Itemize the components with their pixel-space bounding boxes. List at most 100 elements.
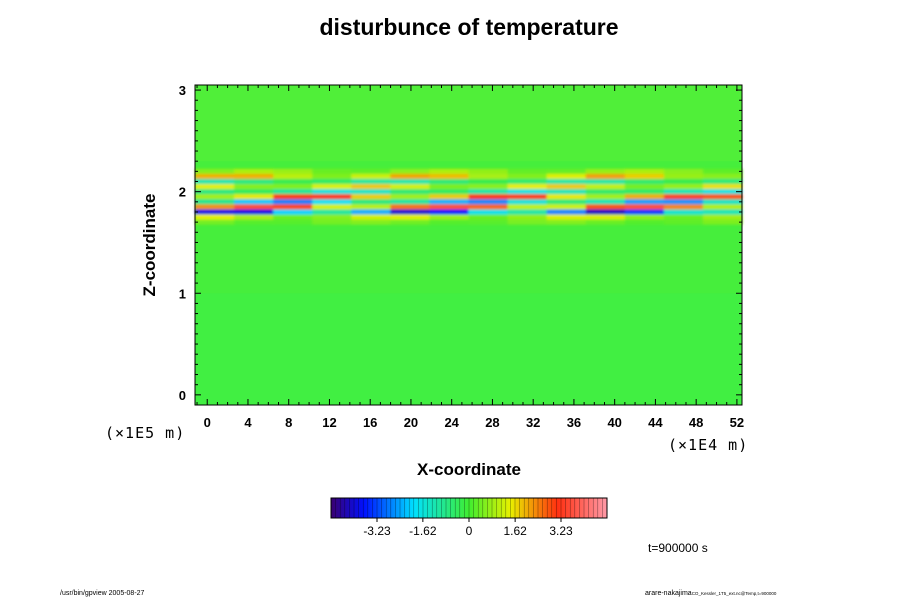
x-tick-label: 32: [526, 415, 540, 430]
band-cell: [468, 184, 509, 190]
band-cell: [546, 189, 587, 195]
band-cell: [390, 214, 430, 220]
band-cell: [195, 219, 235, 225]
band-cell: [546, 214, 587, 220]
band-cell: [429, 199, 469, 205]
band-cell: [624, 168, 665, 174]
band-cell: [390, 173, 430, 179]
band-cell: [663, 219, 704, 225]
band-cell: [507, 219, 548, 225]
x-tick-label: 36: [567, 415, 581, 430]
x-axis-label: X-coordinate: [417, 460, 521, 479]
band-cell: [702, 199, 743, 205]
band-cell: [468, 199, 509, 205]
band-cell: [234, 194, 274, 200]
band-cell: [429, 209, 469, 215]
band-cell: [624, 178, 665, 185]
band-cell: [624, 173, 665, 179]
band-cell: [585, 173, 626, 179]
band-cell: [507, 194, 548, 200]
band-cell: [546, 194, 587, 200]
band-cell: [507, 214, 548, 220]
band-cell: [585, 204, 626, 210]
band-cell: [702, 178, 743, 185]
band-cell: [273, 184, 313, 190]
band-cell: [624, 189, 665, 195]
band-cell: [273, 178, 313, 185]
band-cell: [312, 189, 352, 195]
x-tick-label: 44: [648, 415, 663, 430]
band-cell: [585, 168, 626, 174]
band-cell: [663, 199, 704, 205]
band-cell: [507, 189, 548, 195]
field-lower-region: [195, 293, 742, 405]
band-cell: [702, 214, 743, 220]
x-tick-label: 12: [322, 415, 336, 430]
band-cell: [234, 173, 274, 179]
band-cell: [351, 199, 391, 205]
band-cell: [624, 204, 665, 210]
band-cell: [312, 173, 352, 179]
band-cell: [663, 184, 704, 190]
band-cell: [195, 209, 235, 215]
band-cell: [624, 219, 665, 225]
band-cell: [585, 194, 626, 200]
band-cell: [585, 189, 626, 195]
band-cell: [663, 189, 704, 195]
x-tick-label: 4: [244, 415, 252, 430]
band-cell: [195, 173, 235, 179]
band-cell: [546, 199, 587, 205]
band-cell: [702, 168, 743, 174]
band-cell: [234, 204, 274, 210]
band-cell: [468, 168, 509, 174]
band-cell: [507, 178, 548, 185]
x-tick-label: 20: [404, 415, 418, 430]
footer-right-main: arare-nakajima: [645, 590, 692, 597]
band-cell: [234, 168, 274, 174]
band-cell: [624, 184, 665, 190]
band-cell: [702, 194, 743, 200]
colorbar-tick-label: 0: [466, 524, 473, 538]
x-tick-label: 28: [485, 415, 499, 430]
band-cell: [468, 204, 509, 210]
chart-title: disturbunce of temperature: [319, 14, 619, 40]
band-cell: [585, 178, 626, 185]
band-cell: [507, 199, 548, 205]
y-tick-label: 0: [179, 388, 186, 403]
colorbar-tick-label: -1.62: [409, 524, 437, 538]
y-axis-label: Z-coordinate: [140, 193, 159, 297]
colorbar-tick-label: -3.23: [363, 524, 391, 538]
x-tick-label: 16: [363, 415, 377, 430]
band-cell: [390, 204, 430, 210]
band-cell: [195, 184, 235, 190]
band-cell: [351, 189, 391, 195]
band-cell: [546, 173, 587, 179]
band-cell: [702, 189, 743, 195]
band-cell: [234, 214, 274, 220]
band-cell: [468, 173, 509, 179]
band-cell: [429, 184, 469, 190]
band-cell: [390, 168, 430, 174]
band-cell: [351, 204, 391, 210]
footer-right-small: CO_Kessler_1T5_ext.nc@Temp,t=900000: [691, 591, 777, 596]
band-cell: [585, 209, 626, 215]
band-cell: [507, 173, 548, 179]
band-cell: [234, 178, 274, 185]
band-cell: [273, 189, 313, 195]
band-cell: [663, 194, 704, 200]
band-cell: [468, 189, 509, 195]
band-cell: [546, 178, 587, 185]
band-cell: [624, 199, 665, 205]
x-tick-label: 52: [730, 415, 744, 430]
band-cell: [390, 209, 430, 215]
band-cell: [663, 173, 704, 179]
band-cell: [507, 209, 548, 215]
colorbar-tick-label: 3.23: [549, 524, 573, 538]
colorbar-tick-label: 1.62: [503, 524, 527, 538]
band-cell: [234, 209, 274, 215]
y-tick-label: 1: [179, 286, 186, 301]
band-cell: [546, 204, 587, 210]
band-cell: [351, 219, 391, 225]
band-cell: [351, 194, 391, 200]
band-cell: [429, 214, 469, 220]
